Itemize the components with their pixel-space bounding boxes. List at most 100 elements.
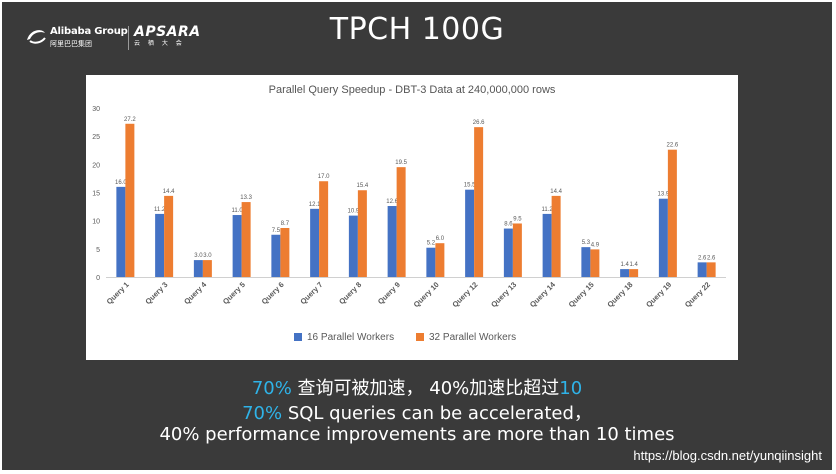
x-tick-label: Query 7 <box>298 280 324 306</box>
watermark-url: https://blog.csdn.net/yunqiinsight <box>633 448 822 463</box>
bar-series-16 <box>232 215 242 277</box>
y-tick-label: 10 <box>92 219 100 226</box>
chart-container: Parallel Query Speedup - DBT-3 Data at 2… <box>86 75 738 360</box>
bar-series-16 <box>503 228 513 277</box>
x-tick-label: Query 19 <box>644 280 673 309</box>
data-label: 4.9 <box>591 242 600 248</box>
data-label: 15.4 <box>357 183 369 189</box>
x-axis: Query 1 Query 3 Query 4 Query 5 Query 6 Query… <box>105 277 726 309</box>
bar-series-16 <box>155 213 165 277</box>
apsara-logo-text: APSARA <box>134 24 201 40</box>
data-label: 26.6 <box>473 120 485 126</box>
caption-chinese: 70% 查询可被加速， 40%加速比超过10 <box>2 374 832 400</box>
bar-series-16 <box>387 206 397 277</box>
caption-english-text1: SQL queries can be accelerated， <box>282 403 592 424</box>
bar-series-16 <box>426 247 436 277</box>
legend: 16 Parallel Workers 32 Parallel Workers <box>294 332 516 343</box>
bar-series-32 <box>241 202 251 277</box>
bar-series-32 <box>512 223 522 277</box>
data-label: 9.5 <box>513 216 522 222</box>
data-label: 19.5 <box>395 160 407 166</box>
slide-title: TPCH 100G <box>329 12 505 47</box>
x-tick-label: Query 3 <box>143 280 169 306</box>
bar-series-16 <box>193 260 203 277</box>
data-label: 7.5 <box>272 228 281 234</box>
x-tick-label: Query 6 <box>260 280 286 306</box>
bar-series-32 <box>396 167 406 277</box>
data-label: 27.2 <box>124 117 136 123</box>
bar-series-32 <box>202 260 212 277</box>
alibaba-logo: Alibaba Group 阿里巴巴集团 <box>24 26 128 52</box>
data-label: 11.0 <box>232 208 244 214</box>
legend-label: 32 Parallel Workers <box>429 332 516 343</box>
alibaba-logo-text: Alibaba Group <box>50 26 128 37</box>
data-label: 15.5 <box>464 183 476 189</box>
x-tick-label: Query 13 <box>489 280 518 309</box>
apsara-logo: APSARA 云 栖 大 会 <box>134 24 201 47</box>
legend-swatch <box>416 333 424 341</box>
data-label: 1.4 <box>629 262 638 268</box>
data-label: 12.1 <box>309 202 321 208</box>
alibaba-icon <box>27 30 46 44</box>
data-label: 6.0 <box>436 236 445 242</box>
bar-series-16 <box>116 186 126 277</box>
data-label: 2.6 <box>698 255 707 261</box>
bar-series-16 <box>271 234 281 277</box>
data-label: 1.4 <box>620 262 629 268</box>
bar-series-32 <box>551 195 561 277</box>
bar-series-32 <box>164 195 174 277</box>
caption-chinese-text: 查询可被加速， 40%加速比超过 <box>291 378 560 399</box>
caption-highlight-ten: 10 <box>559 378 583 399</box>
data-label: 16.0 <box>115 180 127 186</box>
y-tick-label: 20 <box>92 162 100 169</box>
bar-series-16 <box>542 213 552 277</box>
data-label: 8.7 <box>281 221 290 227</box>
data-label: 8.6 <box>504 222 513 228</box>
bar-series-32 <box>474 127 484 277</box>
x-tick-label: Query 15 <box>567 280 596 309</box>
x-tick-label: Query 18 <box>605 280 634 309</box>
data-label: 14.4 <box>550 189 562 195</box>
data-label: 3.0 <box>203 253 212 259</box>
data-label: 13.9 <box>658 192 670 198</box>
y-axis: 0 5 10 15 20 25 30 <box>92 106 100 282</box>
caption-highlight-percent: 70% <box>251 378 292 399</box>
caption-english-line2: 40% performance improvements are more th… <box>159 424 675 445</box>
x-tick-label: Query 14 <box>528 279 558 309</box>
alibaba-logo-subtext: 阿里巴巴集团 <box>50 40 92 48</box>
chart-title: Parallel Query Speedup - DBT-3 Data at 2… <box>269 84 556 96</box>
bar-series-32 <box>706 262 716 277</box>
data-label: 11.2 <box>542 207 554 213</box>
x-tick-label: Query 4 <box>182 279 209 306</box>
bar-chart: Parallel Query Speedup - DBT-3 Data at 2… <box>92 84 726 343</box>
y-tick-label: 5 <box>96 247 100 254</box>
data-label: 5.3 <box>582 240 591 246</box>
data-label: 2.6 <box>707 255 716 261</box>
x-tick-label: Query 12 <box>450 280 479 309</box>
data-label: 11.2 <box>154 207 166 213</box>
bar-series-16 <box>310 208 320 277</box>
caption-highlight-percent-en: 70% <box>242 403 283 424</box>
data-label: 10.9 <box>348 209 360 215</box>
data-label: 3.0 <box>194 253 203 259</box>
x-tick-label: Query 1 <box>105 280 131 306</box>
logo-separator <box>128 26 129 50</box>
data-label: 12.6 <box>386 199 398 205</box>
bar-series-32 <box>435 243 445 277</box>
x-tick-label: Query 10 <box>412 280 441 309</box>
bar-series-32 <box>280 227 290 277</box>
y-tick-label: 0 <box>96 275 100 282</box>
bar-series-32 <box>357 190 367 277</box>
data-label: 17.0 <box>318 174 330 180</box>
bar-series-16 <box>658 198 668 277</box>
bar-series-32 <box>629 269 639 277</box>
apsara-logo-subtext: 云 栖 大 会 <box>134 40 185 47</box>
bar-series-16 <box>581 247 591 277</box>
x-tick-label: Query 5 <box>221 280 247 306</box>
bar-series-16 <box>697 262 707 277</box>
data-label: 22.6 <box>667 143 679 149</box>
x-tick-label: Query 22 <box>683 280 712 309</box>
bar-series-32 <box>590 249 600 277</box>
y-tick-label: 30 <box>92 106 100 113</box>
data-label: 14.4 <box>163 189 175 195</box>
